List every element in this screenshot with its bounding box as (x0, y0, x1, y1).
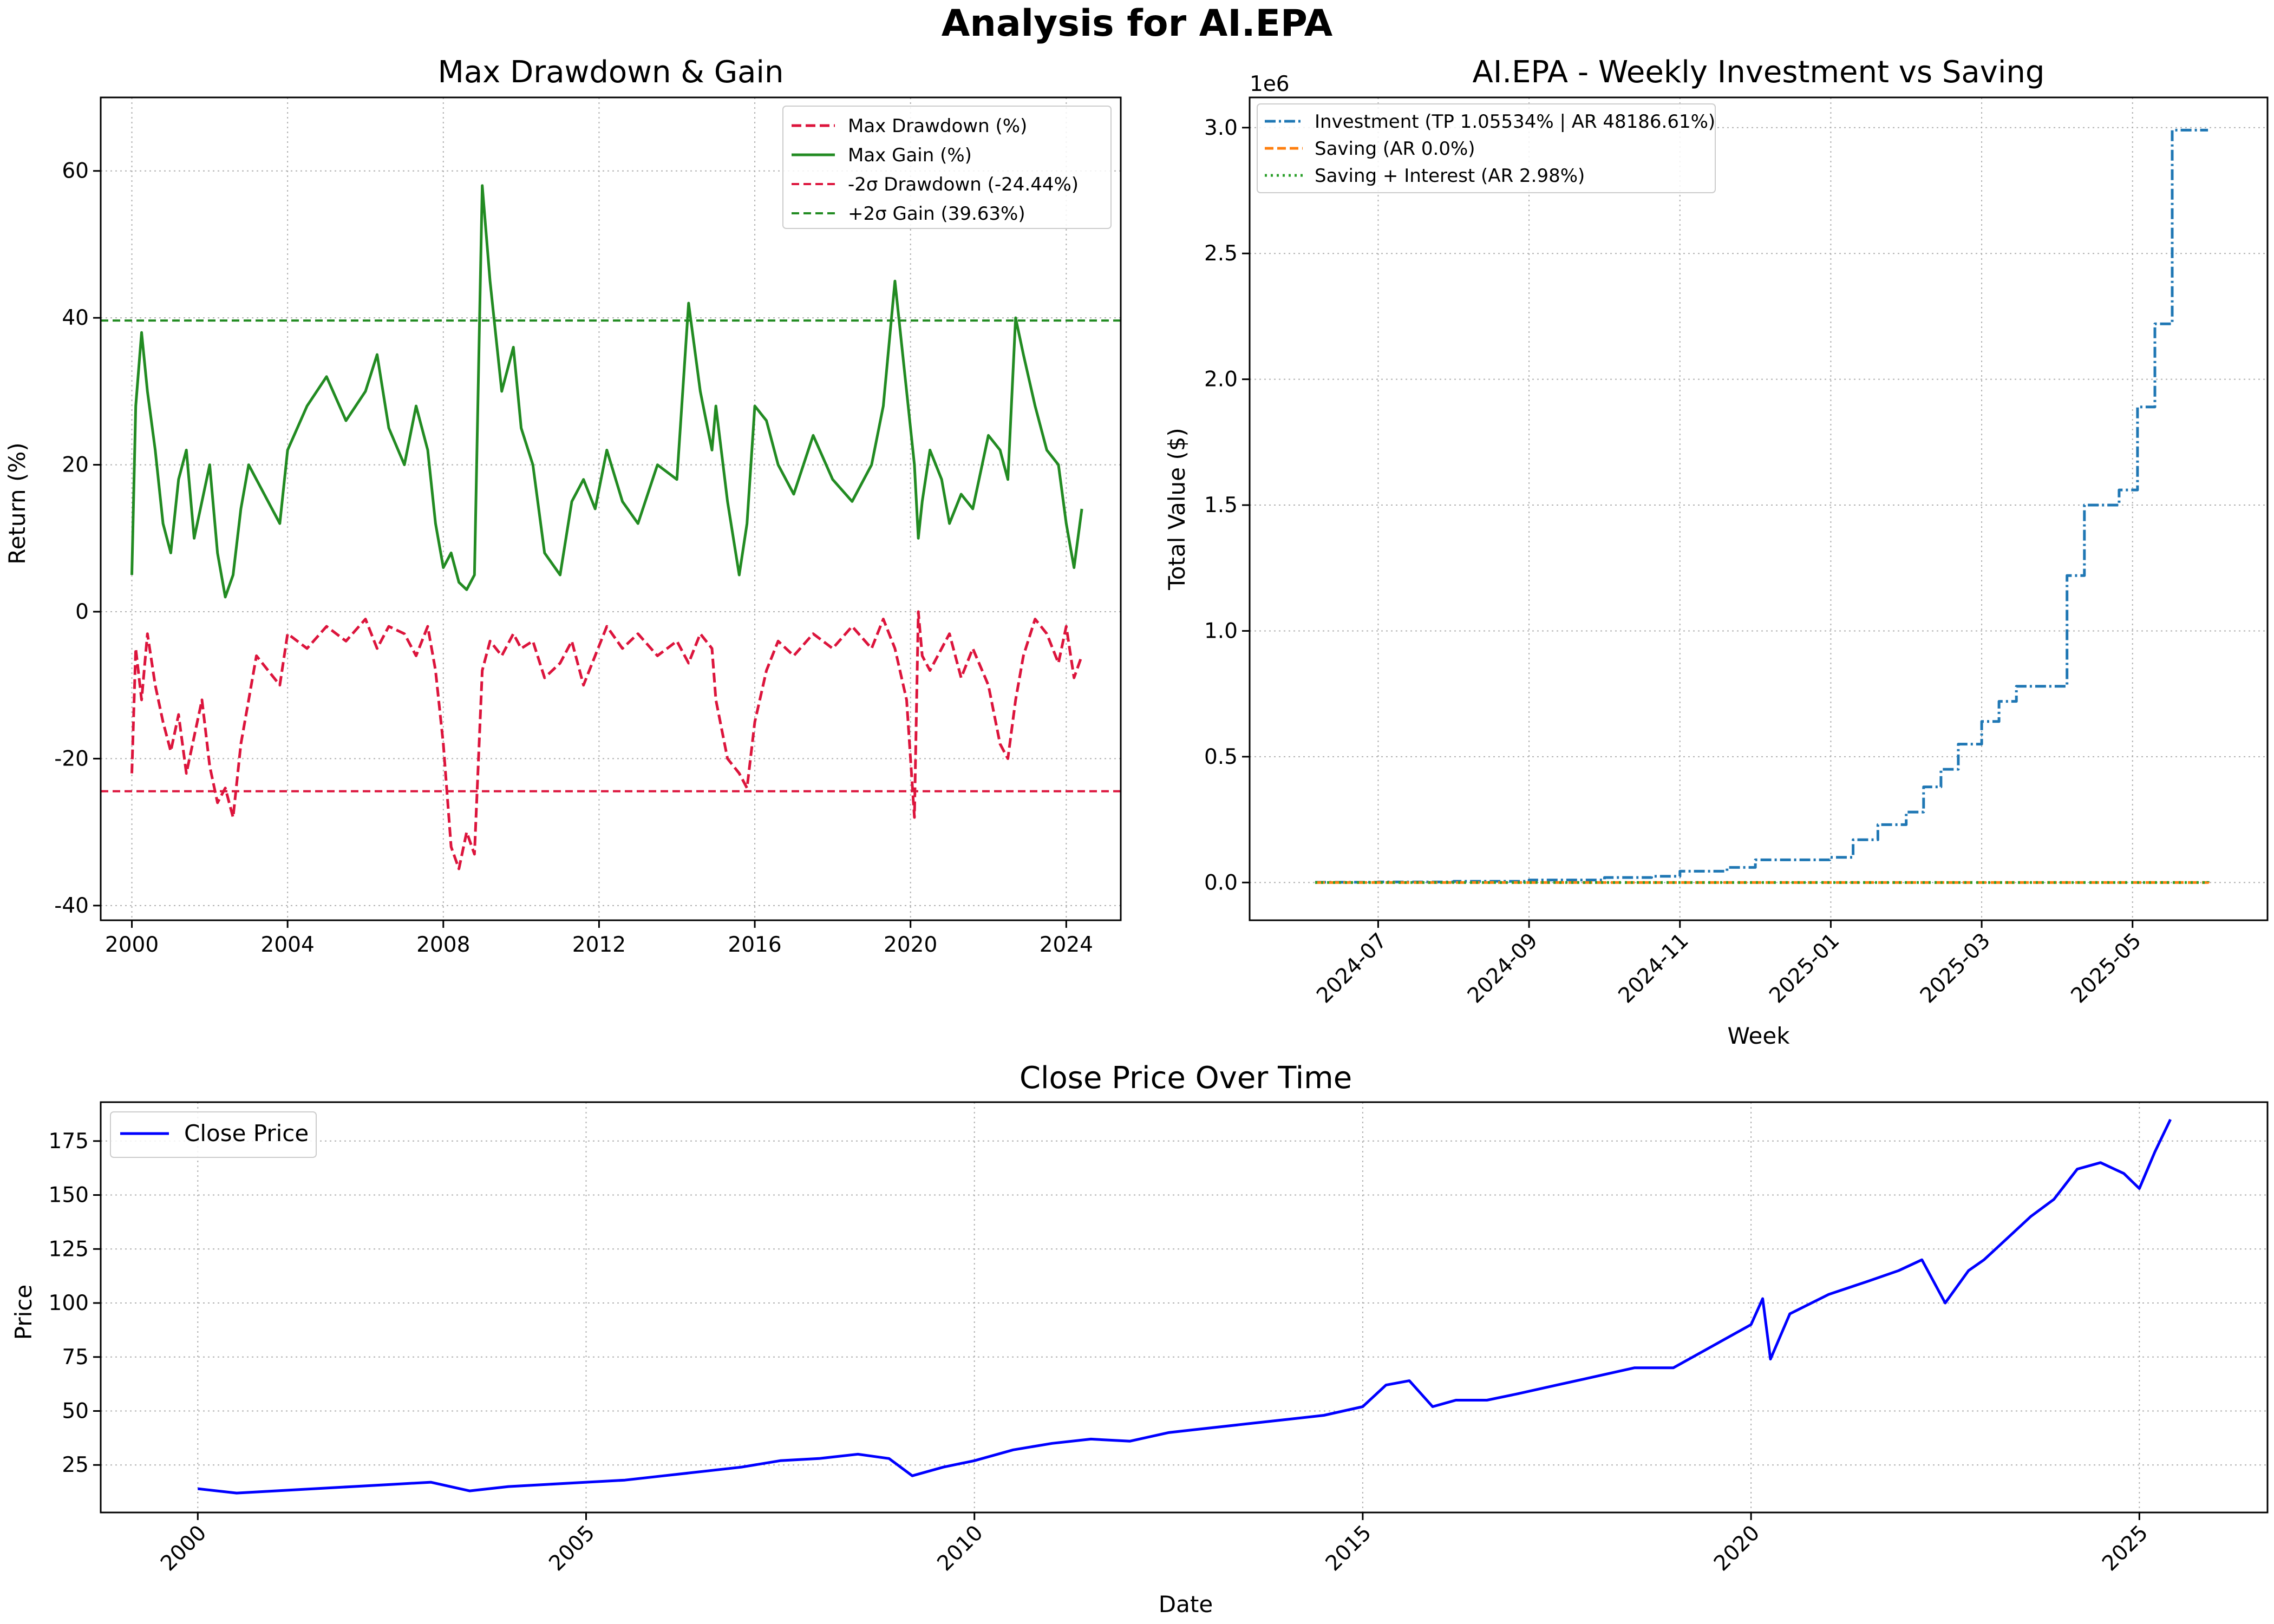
y-tick-label: 0.5 (1204, 745, 1238, 769)
x-tick-label: 2008 (416, 933, 470, 957)
y-tick-label: 2.5 (1204, 241, 1238, 266)
y-tick-label: 60 (62, 159, 89, 184)
y-tick-label: 2.0 (1204, 368, 1238, 392)
x-tick-label: 2016 (728, 933, 781, 957)
legend-entry: -2σ Drawdown (-24.44%) (848, 174, 1079, 195)
y-tick-label: 175 (49, 1129, 89, 1154)
x-tick-label: 2024-11 (1614, 928, 1694, 1008)
y-scale-label: 1e6 (1250, 72, 1290, 96)
x-tick-label: 2020 (884, 933, 937, 957)
legend-entry: Max Drawdown (%) (848, 115, 1027, 137)
legend: Close Price (110, 1111, 317, 1158)
y-tick-label: 0 (75, 600, 89, 624)
x-tick-label: 2025 (2097, 1521, 2153, 1576)
legend-entry: +2σ Gain (39.63%) (848, 203, 1025, 225)
legend-box (782, 106, 1112, 229)
close-price-chart: Close Price Over Time Price Date 25 50 75 1… (10, 1060, 2269, 1618)
legend-entry: Saving (AR 0.0%) (1315, 138, 1475, 160)
x-tick-label: 2012 (572, 933, 626, 957)
x-tick-label: 2010 (933, 1521, 988, 1576)
x-tick-label: 2020 (1709, 1521, 1765, 1576)
x-tick-label: 2024-07 (1312, 928, 1391, 1008)
legend-entry: Max Gain (%) (848, 145, 972, 166)
drawdown-gain-chart: Max Drawdown & Gain Return (%) -40 -20 0 20… (4, 55, 1122, 957)
x-tick-label: 2025-01 (1765, 928, 1844, 1008)
plot-frame (1249, 96, 2269, 921)
y-tick-label: 1.0 (1204, 619, 1238, 643)
y-tick-label: 100 (49, 1291, 89, 1315)
y-tick-label: 1.5 (1204, 493, 1238, 518)
legend-box (1257, 103, 1716, 193)
series-line (1315, 881, 2210, 884)
plot-frame (100, 96, 1122, 921)
y-tick-label: -20 (54, 746, 89, 771)
legend-entry: Close Price (184, 1120, 309, 1147)
chart-title: Max Drawdown & Gain (438, 55, 784, 90)
legend-entry: Investment (TP 1.05534% | AR 48186.61%) (1315, 111, 1715, 133)
y-tick-label: 40 (62, 306, 89, 330)
y-tick-label: 125 (49, 1237, 89, 1261)
y-axis-label: Return (%) (4, 442, 30, 564)
y-axis-label: Total Value ($) (1164, 428, 1190, 591)
y-tick-label: -40 (54, 894, 89, 918)
y-tick-label: 0.0 (1204, 870, 1238, 895)
legend-box (110, 1111, 317, 1158)
x-tick-label: 2024 (1040, 933, 1093, 957)
series-line (130, 184, 1083, 599)
series-line (198, 1118, 2172, 1495)
x-tick-label: 2015 (1321, 1521, 1376, 1576)
y-tick-label: 3.0 (1204, 116, 1238, 140)
x-tick-label: 2024-09 (1463, 928, 1543, 1008)
y-tick-label: 20 (62, 453, 89, 477)
x-tick-label: 2025-03 (1916, 928, 1995, 1008)
chart-title: Close Price Over Time (1020, 1060, 1352, 1096)
x-axis-label: Week (1727, 1023, 1790, 1049)
y-tick-label: 150 (49, 1183, 89, 1208)
y-tick-label: 25 (62, 1453, 89, 1477)
x-tick-label: 2005 (544, 1521, 599, 1576)
series-line (130, 610, 1083, 870)
x-axis-label: Date (1159, 1591, 1213, 1618)
x-tick-label: 2000 (105, 933, 159, 957)
y-axis-label: Price (10, 1285, 37, 1340)
legend: Max Drawdown (%) Max Gain (%) -2σ Drawdo… (782, 106, 1112, 229)
legend: Investment (TP 1.05534% | AR 48186.61%) … (1257, 103, 1716, 193)
y-tick-label: 75 (62, 1345, 89, 1370)
x-tick-label: 2000 (156, 1521, 211, 1576)
y-tick-label: 50 (62, 1399, 89, 1423)
figure-suptitle: Analysis for AI.EPA (942, 2, 1333, 45)
x-tick-label: 2004 (261, 933, 315, 957)
plot-frame (100, 1101, 2269, 1514)
series-line (1315, 128, 2208, 884)
legend-entry: Saving + Interest (AR 2.98%) (1315, 165, 1585, 187)
investment-vs-saving-chart: AI.EPA - Weekly Investment vs Saving 1e6… (1164, 55, 2269, 1049)
chart-title: AI.EPA - Weekly Investment vs Saving (1473, 55, 2045, 90)
x-tick-label: 2025-05 (2067, 928, 2146, 1008)
